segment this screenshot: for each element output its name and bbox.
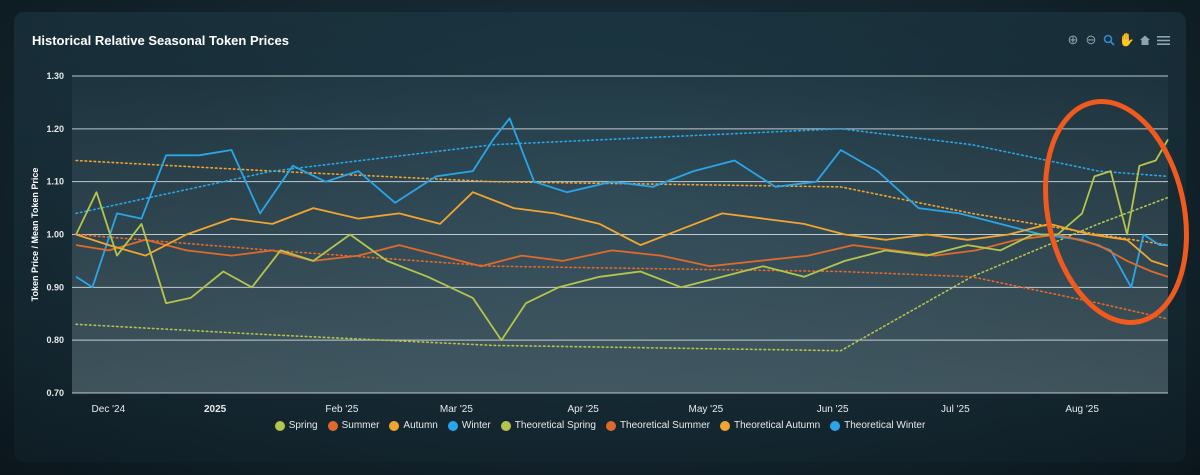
legend-item-theoretical-winter[interactable]: Theoretical Winter <box>830 420 925 431</box>
chart-toolbar: ⊕ ⊖ ✋ <box>1066 32 1170 48</box>
y-tick-label: 0.80 <box>46 335 64 345</box>
y-tick-label: 1.00 <box>46 230 64 240</box>
legend-label: Theoretical Summer <box>619 420 710 431</box>
y-axis: 0.70 0.80 0.90 1.00 1.10 1.20 1.30 <box>46 71 64 398</box>
y-tick-label: 1.30 <box>46 71 64 81</box>
legend-item-spring[interactable]: Spring <box>274 420 318 431</box>
legend-item-summer[interactable]: Summer <box>327 420 380 431</box>
series-line-theoretical-winter[interactable] <box>75 128 1169 215</box>
series-line-theoretical-autumn[interactable] <box>75 159 1169 246</box>
legend-swatch <box>500 420 511 431</box>
legend-label: Theoretical Winter <box>844 420 926 431</box>
y-axis-label: Token Price / Mean Token Price <box>30 168 40 302</box>
legend-item-theoretical-summer[interactable]: Theoretical Summer <box>605 420 710 431</box>
series-line-autumn[interactable] <box>75 191 1169 268</box>
legend-swatch <box>719 420 730 431</box>
x-tick-label: Aug '25 <box>1065 404 1099 415</box>
menu-icon[interactable] <box>1156 32 1170 48</box>
x-tick-label: Apr '25 <box>568 404 600 415</box>
chart-title: Historical Relative Seasonal Token Price… <box>32 33 289 48</box>
highlight-circle <box>1043 99 1189 325</box>
x-tick-label: Mar '25 <box>440 404 473 415</box>
x-tick-label: May '25 <box>689 404 724 415</box>
zoom-out-icon[interactable]: ⊖ <box>1085 32 1097 47</box>
legend-label: Theoretical Autumn <box>733 420 821 431</box>
series-line-theoretical-summer[interactable] <box>75 233 1169 320</box>
series-line-summer[interactable] <box>75 233 1169 278</box>
pan-hand-icon[interactable]: ✋ <box>1118 32 1136 47</box>
legend-swatch <box>389 420 400 431</box>
y-tick-label: 1.20 <box>46 124 64 134</box>
legend-item-theoretical-spring[interactable]: Theoretical Spring <box>500 420 596 431</box>
home-icon[interactable] <box>1138 32 1152 48</box>
x-tick-label: Dec '24 <box>92 404 126 415</box>
legend-label: Spring <box>288 420 318 431</box>
x-tick-label: Jun '25 <box>817 404 849 415</box>
x-axis: Dec '24 2025 Feb '25 Mar '25 Apr '25 May '25 J… <box>92 404 1100 415</box>
y-tick-label: 0.90 <box>46 282 64 292</box>
x-tick-label: Jul '25 <box>941 404 970 415</box>
x-tick-label: Feb '25 <box>325 404 358 415</box>
series <box>75 117 1169 352</box>
series-line-spring[interactable] <box>75 138 1169 342</box>
legend: Spring Summer Autumn Winter Theoretical Spri… <box>0 420 1200 431</box>
series-line-theoretical-spring[interactable] <box>75 196 1169 352</box>
zoom-in-icon[interactable]: ⊕ <box>1067 32 1079 47</box>
legend-item-theoretical-autumn[interactable]: Theoretical Autumn <box>719 420 821 431</box>
y-tick-label: 1.10 <box>46 177 64 187</box>
legend-label: Summer <box>341 420 380 431</box>
legend-swatch <box>447 420 458 431</box>
legend-swatch <box>274 420 285 431</box>
legend-item-autumn[interactable]: Autumn <box>389 420 438 431</box>
legend-label: Winter <box>461 420 491 431</box>
legend-swatch <box>605 420 616 431</box>
legend-label: Autumn <box>403 420 438 431</box>
legend-swatch <box>830 420 841 431</box>
legend-item-winter[interactable]: Winter <box>447 420 491 431</box>
legend-label: Theoretical Spring <box>514 420 596 431</box>
x-tick-label: 2025 <box>204 404 227 415</box>
grid <box>72 75 1168 394</box>
magnifier-icon[interactable] <box>1102 32 1116 48</box>
y-tick-label: 0.70 <box>46 388 64 398</box>
legend-swatch <box>327 420 338 431</box>
